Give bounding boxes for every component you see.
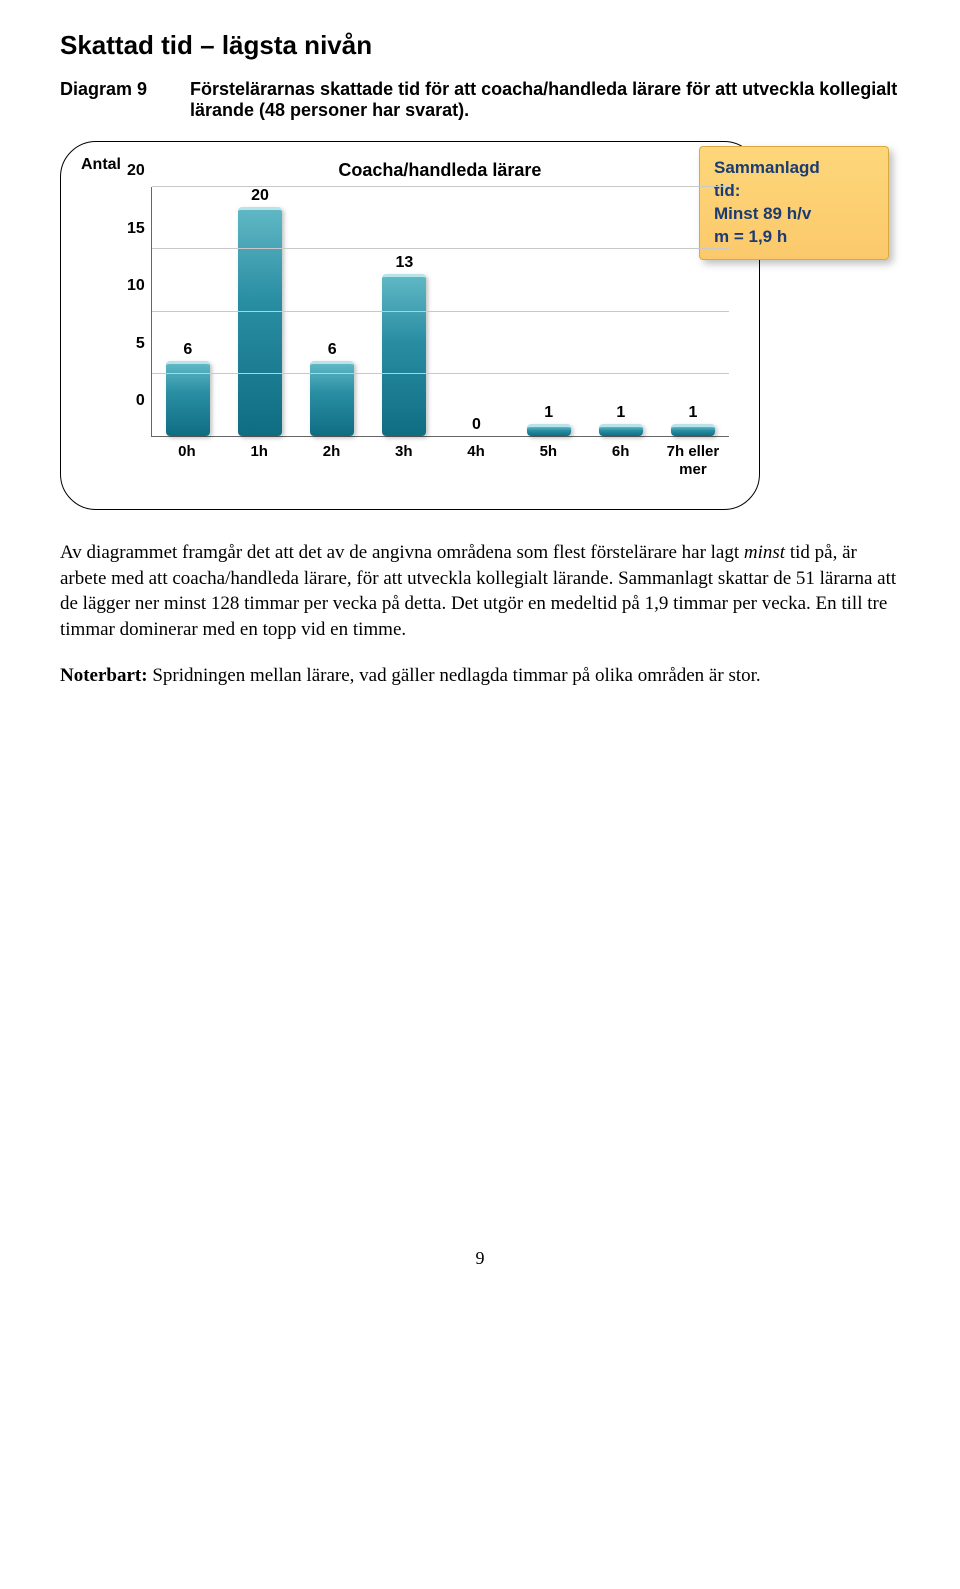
x-tick-labels: 0h1h2h3h4h5h6h7h ellermer — [151, 443, 729, 479]
gridline — [152, 311, 729, 312]
y-tick-label: 5 — [127, 335, 145, 353]
bar-slot: 1 — [513, 187, 585, 436]
bar-value-label: 6 — [183, 341, 192, 359]
chart-frame: Sammanlagd tid: Minst 89 h/v m = 1,9 h A… — [60, 141, 760, 510]
bar-slot: 1 — [585, 187, 657, 436]
bar-value-label: 6 — [328, 341, 337, 359]
bar-slot: 6 — [152, 187, 224, 436]
callout-line: m = 1,9 h — [714, 226, 874, 249]
gridline — [152, 373, 729, 374]
chart-wrapper: Sammanlagd tid: Minst 89 h/v m = 1,9 h A… — [60, 141, 900, 510]
bar-value-label: 13 — [395, 254, 413, 272]
body-paragraph-2: Noterbart: Spridningen mellan lärare, va… — [60, 663, 900, 689]
page-heading: Skattad tid – lägsta nivån — [60, 30, 900, 61]
bar-slot: 6 — [296, 187, 368, 436]
x-tick-label: 0h — [151, 443, 223, 479]
bar-slot: 1 — [657, 187, 729, 436]
bar-slot: 0 — [440, 187, 512, 436]
chart-title: Coacha/handleda lärare — [151, 160, 729, 181]
text-span: Spridningen mellan lärare, vad gäller ne… — [148, 665, 761, 686]
x-tick-label: 6h — [584, 443, 656, 479]
bar-value-label: 1 — [616, 404, 625, 422]
bar — [671, 424, 715, 437]
y-tick-label: 10 — [127, 277, 145, 295]
bar — [599, 424, 643, 437]
text-span: Av diagrammet framgår det att det av de … — [60, 542, 744, 563]
bar-value-label: 1 — [689, 404, 698, 422]
page-number: 9 — [60, 1248, 900, 1269]
x-tick-label: 4h — [440, 443, 512, 479]
y-tick-label: 15 — [127, 220, 145, 238]
x-tick-label: 5h — [512, 443, 584, 479]
callout-line: Minst 89 h/v — [714, 203, 874, 226]
bold-label: Noterbart: — [60, 665, 148, 686]
callout-line: Sammanlagd — [714, 157, 874, 180]
y-tick-label: 0 — [127, 392, 145, 410]
y-tick-label: 20 — [127, 162, 145, 180]
gridline — [152, 248, 729, 249]
bars-container: 6 20 6 13 0 1 1 1 — [152, 187, 729, 436]
diagram-number-label: Diagram 9 — [60, 79, 190, 121]
diagram-caption-text: Förstelärarnas skattade tid för att coac… — [190, 79, 900, 121]
gridline — [152, 186, 729, 187]
plot-area: 6 20 6 13 0 1 1 1 — [151, 187, 729, 437]
bar-value-label: 0 — [472, 416, 481, 434]
callout-line: tid: — [714, 180, 874, 203]
diagram-caption-row: Diagram 9 Förstelärarnas skattade tid fö… — [60, 79, 900, 121]
y-tick-labels: 20 15 10 5 0 — [127, 160, 145, 410]
x-tick-label: 7h ellermer — [657, 443, 729, 479]
bar — [382, 274, 426, 437]
bar-slot: 20 — [224, 187, 296, 436]
x-tick-label: 3h — [368, 443, 440, 479]
bar — [527, 424, 571, 437]
italic-text: minst — [744, 542, 785, 563]
y-axis-title-col: Antal — [81, 160, 121, 479]
x-tick-label: 2h — [295, 443, 367, 479]
x-tick-label: 1h — [223, 443, 295, 479]
bar-slot: 13 — [368, 187, 440, 436]
bar-value-label: 1 — [544, 404, 553, 422]
bar — [238, 207, 282, 436]
plot-region: Coacha/handleda lärare 6 20 6 13 0 1 1 1 0h1h2h… — [151, 160, 729, 479]
y-axis-title: Antal — [81, 156, 121, 174]
body-paragraph-1: Av diagrammet framgår det att det av de … — [60, 540, 900, 643]
bar-value-label: 20 — [251, 187, 269, 205]
